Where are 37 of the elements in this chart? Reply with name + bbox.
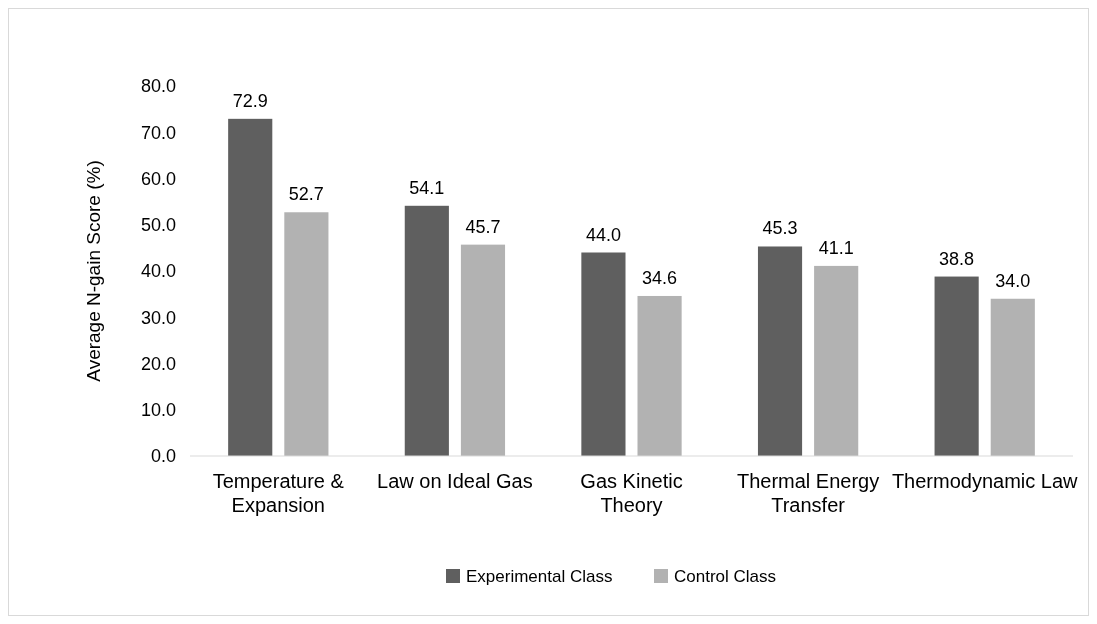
y-tick-label: 30.0 [140,307,176,328]
bar [228,118,273,456]
bar [581,252,626,456]
x-tick-label: Thermodynamic Law [891,470,1079,492]
y-tick-label: 60.0 [140,168,176,189]
text: 38.8 [939,248,975,269]
text: 54.1 [409,177,445,198]
y-axis-title: Average N-gain Score (%) [83,160,104,382]
x-tick-label: Law on Ideal Gas [377,470,533,492]
bar [757,246,803,456]
y-tick-label: 40.0 [140,261,176,282]
x-tick-label: Temperature & Expansion [212,470,345,516]
text: 45.7 [465,216,501,237]
legend-label: Control Class [674,566,777,586]
text: 34.0 [995,270,1031,291]
text: 45.3 [762,218,798,239]
bar [934,276,979,456]
y-tick-label: 70.0 [140,122,176,143]
bar [990,298,1035,456]
text: 34.6 [642,267,678,288]
text: 44.0 [585,224,621,245]
text: 52.7 [288,184,324,205]
bar [637,295,682,456]
y-tick-label: 50.0 [140,215,176,236]
bar [404,205,449,456]
y-tick-label: 20.0 [140,353,176,374]
bar [814,265,859,456]
x-tick-label: Gas Kinetic Theory [580,470,683,516]
text: 41.1 [818,237,854,258]
bar [284,212,329,456]
y-tick-label: 80.0 [140,76,176,97]
y-tick-label: 10.0 [140,400,176,421]
legend-label: Experimental Class [466,566,613,586]
x-tick-label: Thermal Energy Transfer [736,470,880,516]
y-tick-label: 0.0 [150,446,176,467]
text: 72.9 [232,90,268,111]
bar [460,244,506,456]
